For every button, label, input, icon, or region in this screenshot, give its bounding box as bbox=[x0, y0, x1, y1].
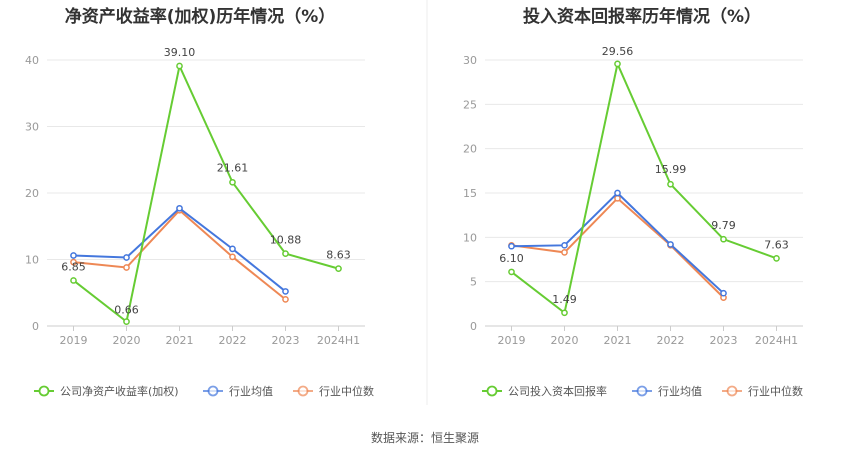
x-tick-label: 2023 bbox=[710, 334, 738, 347]
x-tick-label: 2022 bbox=[657, 334, 685, 347]
chart-title: 净资产收益率(加权)历年情况（%） bbox=[65, 6, 336, 27]
data-point bbox=[561, 241, 568, 249]
data-point bbox=[123, 318, 130, 325]
data-point bbox=[229, 245, 236, 253]
data-point bbox=[667, 241, 674, 248]
legend-marker bbox=[486, 385, 498, 397]
legend-item-1: 公司净资产收益率(加权) bbox=[34, 384, 179, 398]
x-tick-label: 2020 bbox=[113, 334, 141, 347]
data-label: 15.99 bbox=[655, 163, 687, 176]
series-line-1 bbox=[510, 60, 777, 315]
data-point bbox=[614, 60, 621, 68]
chart-panel-2: 投入资本回报率历年情况（%） 0 5 10 15 20 25 30 2019 2020 2021 20… bbox=[463, 6, 803, 398]
data-point bbox=[335, 265, 342, 272]
y-tick-label: 10 bbox=[25, 254, 39, 267]
data-point bbox=[282, 250, 289, 257]
x-tick-label: 2024H1 bbox=[317, 334, 360, 347]
x-tick-label: 2021 bbox=[166, 334, 194, 347]
data-point bbox=[508, 242, 515, 250]
legend-marker bbox=[636, 385, 648, 397]
data-point bbox=[70, 258, 77, 266]
x-tick-label: 2020 bbox=[551, 334, 579, 347]
data-point bbox=[229, 253, 236, 261]
y-tick-label: 10 bbox=[463, 231, 477, 244]
data-label: 10.88 bbox=[270, 234, 302, 247]
data-point bbox=[282, 288, 289, 295]
y-tick-label: 20 bbox=[463, 143, 477, 156]
data-point bbox=[70, 252, 77, 259]
data-point bbox=[229, 178, 236, 186]
series-line-1 bbox=[72, 62, 339, 324]
chart-title: 投入资本回报率历年情况（%） bbox=[523, 6, 761, 27]
data-point bbox=[561, 249, 568, 256]
legend-label: 行业均值 bbox=[658, 385, 702, 398]
data-label: 21.61 bbox=[217, 161, 249, 174]
x-tick-label: 2021 bbox=[604, 334, 632, 347]
data-label: 6.10 bbox=[499, 252, 524, 265]
data-point bbox=[70, 277, 77, 284]
legend-label: 公司投入资本回报率 bbox=[508, 384, 607, 398]
x-tick-label: 2019 bbox=[60, 334, 88, 347]
chart-panel-1: 净资产收益率(加权)历年情况（%） 0 10 20 30 40 2019 2020 2021 20… bbox=[25, 6, 374, 398]
data-point bbox=[561, 309, 568, 317]
data-label: 8.63 bbox=[326, 249, 351, 262]
data-point bbox=[773, 254, 780, 262]
legend-item-3: 行业中位数 bbox=[722, 384, 803, 398]
legend-marker bbox=[207, 385, 219, 397]
x-tick-label: 2024H1 bbox=[755, 334, 798, 347]
data-label: 1.49 bbox=[552, 293, 577, 306]
data-point bbox=[614, 189, 621, 197]
legend-item-1: 公司投入资本回报率 bbox=[482, 384, 607, 398]
y-tick-label: 15 bbox=[463, 187, 477, 200]
legend-item-2: 行业均值 bbox=[632, 385, 702, 398]
legend-item-2: 行业均值 bbox=[203, 385, 273, 398]
y-tick-label: 25 bbox=[463, 98, 477, 111]
y-tick-label: 20 bbox=[25, 187, 39, 200]
series-line-2 bbox=[73, 206, 287, 293]
y-tick-label: 0 bbox=[32, 320, 39, 333]
data-source-text: 数据来源：恒生聚源 bbox=[371, 430, 479, 445]
legend-label: 行业中位数 bbox=[748, 384, 803, 398]
data-point bbox=[123, 264, 130, 271]
legend-label: 公司净资产收益率(加权) bbox=[60, 384, 179, 398]
legend-marker bbox=[38, 385, 50, 397]
data-point bbox=[720, 235, 727, 243]
series-line-3 bbox=[511, 196, 725, 299]
data-label: 29.56 bbox=[602, 45, 634, 58]
data-label: 0.66 bbox=[114, 304, 139, 317]
x-tick-label: 2022 bbox=[219, 334, 247, 347]
data-label: 6.85 bbox=[61, 260, 86, 273]
x-tick-label: 2019 bbox=[498, 334, 526, 347]
legend-marker bbox=[726, 385, 738, 397]
legend-label: 行业均值 bbox=[229, 385, 273, 398]
series-line-2 bbox=[511, 191, 725, 294]
x-tick-label: 2023 bbox=[272, 334, 300, 347]
y-tick-label: 30 bbox=[463, 54, 477, 67]
data-point bbox=[176, 62, 183, 70]
data-point bbox=[667, 180, 674, 188]
series-line-3 bbox=[73, 208, 287, 301]
data-point bbox=[282, 296, 289, 303]
data-label: 9.79 bbox=[711, 219, 736, 232]
data-point bbox=[720, 289, 727, 297]
data-label: 39.10 bbox=[164, 46, 196, 59]
data-point bbox=[614, 194, 621, 202]
y-tick-label: 5 bbox=[470, 276, 477, 289]
legend-marker bbox=[297, 385, 309, 397]
data-point bbox=[508, 268, 515, 276]
data-label: 7.63 bbox=[764, 238, 789, 251]
y-tick-label: 30 bbox=[25, 121, 39, 134]
y-tick-label: 0 bbox=[470, 320, 477, 333]
data-point bbox=[123, 254, 130, 261]
data-point bbox=[176, 204, 183, 212]
legend-label: 行业中位数 bbox=[319, 384, 374, 398]
legend-item-3: 行业中位数 bbox=[293, 384, 374, 398]
y-tick-label: 40 bbox=[25, 54, 39, 67]
